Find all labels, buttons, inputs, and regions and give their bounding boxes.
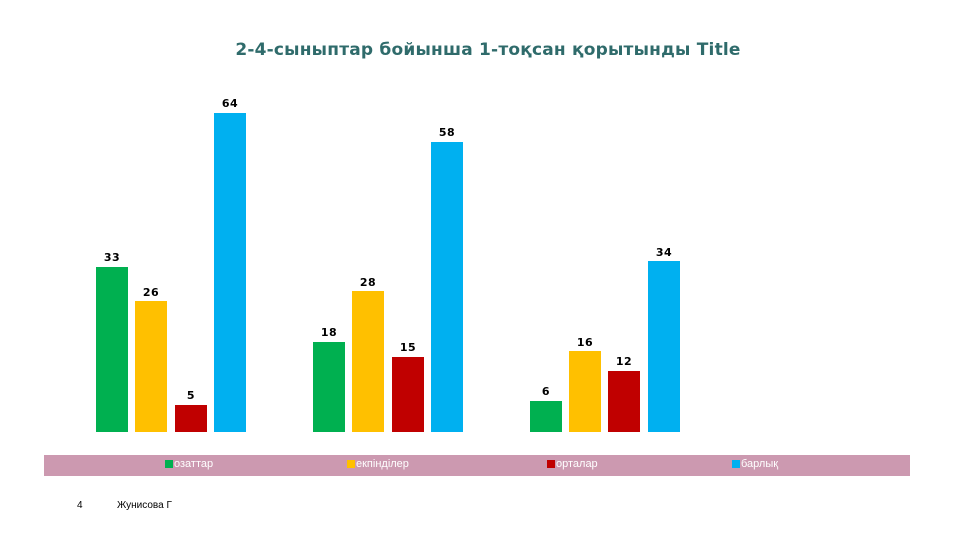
footer-author: Жунисова Г (117, 500, 172, 511)
bar-group3-ozattar (530, 401, 562, 432)
bar-group2-ekpindiler (352, 291, 384, 432)
bar-group2-ozattar (313, 342, 345, 432)
data-label: 12 (615, 355, 633, 368)
data-label: 16 (576, 336, 594, 349)
legend-item-ekpindiler: екпінділер (347, 458, 409, 470)
data-label: 18 (320, 326, 338, 339)
data-label: 15 (399, 341, 417, 354)
legend-swatch-yellow-icon (347, 460, 355, 468)
bar-group2-ortalar (392, 357, 424, 432)
legend-label: барлық (741, 458, 779, 470)
data-label: 26 (142, 286, 160, 299)
legend-item-ortalar: орталар (547, 458, 598, 470)
legend-swatch-blue-icon (732, 460, 740, 468)
data-label: 64 (221, 97, 239, 110)
data-label: 28 (359, 276, 377, 289)
bar-group3-ortalar (608, 371, 640, 432)
data-label: 5 (186, 389, 196, 402)
legend-swatch-green-icon (165, 460, 173, 468)
data-label: 58 (438, 126, 456, 139)
legend-swatch-red-icon (547, 460, 555, 468)
chart-title: 2-4-сыныптар бойынша 1-тоқсан қорытынды … (235, 40, 741, 60)
legend-label: екпінділер (356, 458, 409, 470)
chart-legend: озаттар екпінділер орталар барлық (44, 455, 910, 476)
data-label: 34 (655, 246, 673, 259)
bar-group1-barlyq (214, 113, 246, 432)
bar-group1-ekpindiler (135, 301, 167, 432)
bar-group3-barlyq (648, 261, 680, 432)
bar-group1-ortalar (175, 405, 207, 432)
legend-label: орталар (556, 458, 598, 470)
bar-group1-ozattar (96, 267, 128, 432)
legend-item-ozattar: озаттар (165, 458, 213, 470)
bar-group2-barlyq (431, 142, 463, 432)
data-label: 6 (541, 385, 551, 398)
bar-group3-ekpindiler (569, 351, 601, 432)
legend-label: озаттар (174, 458, 214, 470)
legend-item-barlyq: барлық (732, 458, 778, 470)
data-label: 33 (103, 251, 121, 264)
slide-number: 4 (77, 500, 83, 511)
